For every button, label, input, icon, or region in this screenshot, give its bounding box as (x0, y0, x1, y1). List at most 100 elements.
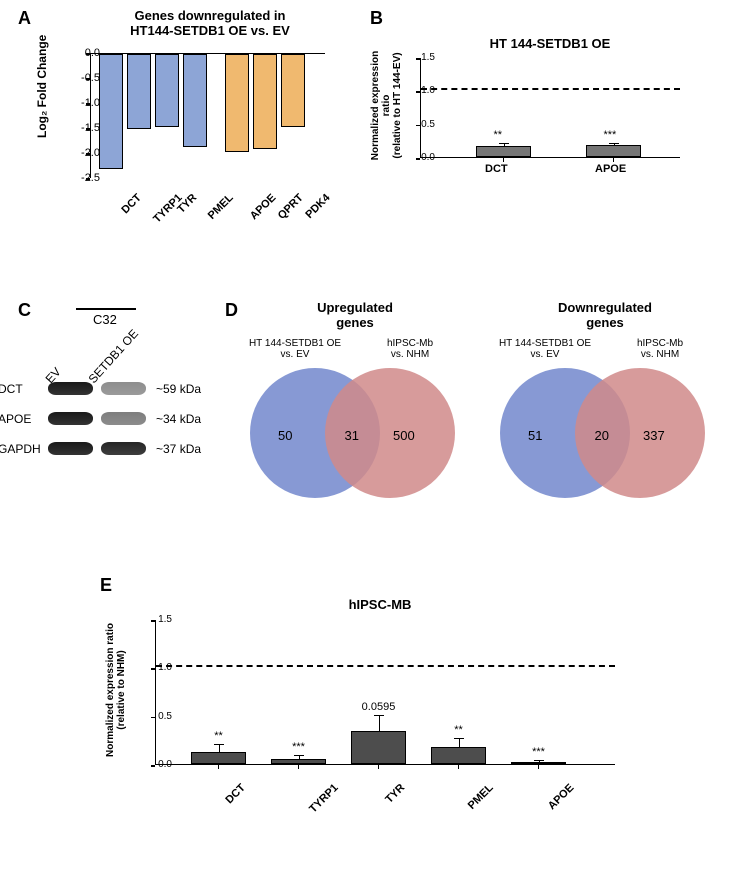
bar-e-apoe (511, 762, 566, 764)
venn-title-0: Upregulated genes (290, 300, 420, 330)
venn-left-label-1: HT 144-SETDB1 OE vs. EV (490, 338, 600, 360)
band-apoe-oe (101, 412, 146, 425)
ytickmark-a-5 (86, 178, 90, 180)
panel-e-title: hIPSC-MB (260, 597, 500, 612)
venn-right-label-0: hIPSC-Mb vs. NHM (360, 338, 460, 360)
c32-label: C32 (93, 312, 117, 327)
bar-dct (99, 54, 123, 169)
err-e-apoe (539, 761, 540, 762)
panel-b: HT 144-SETDB1 OE Normalized expression r… (370, 8, 700, 228)
ytick-a-2: -1.0 (65, 97, 100, 109)
xlabel-b-dct: DCT (485, 163, 508, 175)
xtick-e-3 (458, 765, 460, 769)
ytickmark-e-1 (151, 717, 155, 719)
ytick-e-2: 1.0 (142, 662, 172, 673)
ytick-a-3: -1.5 (65, 122, 100, 134)
sig-apoe: *** (604, 129, 617, 141)
errcap-e-pmel (454, 738, 464, 739)
xlabel-b-apoe: APOE (595, 163, 626, 175)
err-dct (504, 144, 505, 146)
panel-a-title: Genes downregulated in HT144-SETDB1 OE v… (85, 8, 335, 38)
sig-dct: ** (494, 129, 503, 141)
ytick-b-2: 1.0 (405, 85, 435, 96)
ytick-e-1: 0.5 (142, 711, 172, 722)
band-dct-oe (101, 382, 146, 395)
wb-label-gapdh: GAPDH (0, 442, 41, 456)
xtick-e-0 (218, 765, 220, 769)
bar-e-tyr (351, 731, 406, 764)
err-e-dct (219, 745, 220, 753)
ytick-e-3: 1.5 (142, 614, 172, 625)
ytick-a-4: -2.0 (65, 147, 100, 159)
bar-pmel (183, 54, 207, 147)
xlabel-apoe: APOE (248, 192, 279, 223)
venn-right-n-1: 337 (643, 428, 665, 443)
ytickmark-e-0 (151, 765, 155, 767)
xlabel-e-tyrp1: TYRP1 (307, 782, 341, 816)
panel-d: Upregulated genes HT 144-SETDB1 OE vs. EV… (225, 300, 725, 520)
panel-e-refline (156, 665, 615, 667)
bar-tyrp1 (127, 54, 151, 129)
xlabel-e-dct: DCT (223, 782, 247, 806)
bar-tyr (155, 54, 179, 127)
errcap-dct (499, 143, 509, 144)
bar-apoe (586, 145, 641, 157)
bar-dct (476, 146, 531, 157)
xlabel-pmel: PMEL (206, 192, 236, 222)
panel-e-ylabel: Normalized expression ratio (relative to… (105, 615, 127, 765)
figure: A Genes downregulated in HT144-SETDB1 OE… (0, 0, 739, 873)
panel-b-title: HT 144-SETDB1 OE (430, 36, 670, 51)
ytickmark-e-3 (151, 620, 155, 622)
xtick-b-1 (613, 158, 615, 162)
ytick-b-1: 0.5 (405, 119, 435, 130)
errcap-apoe (609, 143, 619, 144)
err-e-pmel (459, 739, 460, 747)
venn-overlap-n-0: 31 (345, 428, 359, 443)
xtick-e-1 (298, 765, 300, 769)
band-apoe-ev (48, 412, 93, 425)
ytickmark-e-2 (151, 668, 155, 670)
wb-kda-gapdh: ~37 kDa (156, 442, 201, 456)
panel-a: Genes downregulated in HT144-SETDB1 OE v… (30, 8, 340, 228)
c32-line (76, 308, 136, 310)
venn-left-n-1: 51 (528, 428, 542, 443)
xlabel-pdk4: PDK4 (303, 192, 332, 221)
ytick-e-0: 0.0 (142, 759, 172, 770)
venn-title-1: Downregulated genes (540, 300, 670, 330)
bar-e-tyrp1 (271, 759, 326, 764)
ytickmark-a-4 (86, 153, 90, 155)
ytick-a-5: -2.5 (65, 172, 100, 184)
ytickmark-b-0 (416, 158, 420, 160)
sig-e-apoe: *** (519, 746, 559, 758)
panel-c: C32 EV SETDB1 OE DCT~59 kDaAPOE~34 kDaGA… (18, 300, 218, 500)
sig-e-tyrp1: *** (279, 741, 319, 753)
xtick-b-0 (503, 158, 505, 162)
ytickmark-b-3 (416, 58, 420, 60)
xtick-e-2 (378, 765, 380, 769)
xlabel-e-tyr: TYR (383, 782, 407, 806)
wb-kda-dct: ~59 kDa (156, 382, 201, 396)
wb-label-apoe: APOE (0, 412, 31, 426)
errcap-e-tyr (374, 715, 384, 716)
sig-e-dct: ** (199, 730, 239, 742)
err-apoe (614, 144, 615, 145)
sig-e-tyr: 0.0595 (359, 701, 399, 713)
ytick-a-0: 0.0 (65, 47, 100, 59)
errcap-e-apoe (534, 760, 544, 761)
ytick-b-0: 0.0 (405, 152, 435, 163)
venn-left-n-0: 50 (278, 428, 292, 443)
panel-a-plot (90, 53, 325, 178)
band-dct-ev (48, 382, 93, 395)
bar-e-pmel (431, 747, 486, 764)
errcap-e-tyrp1 (294, 755, 304, 756)
bar-apoe (225, 54, 249, 152)
band-gapdh-ev (48, 442, 93, 455)
bar-e-dct (191, 752, 246, 764)
panel-a-ylabel: Log₂ Fold Change (35, 35, 49, 138)
ytickmark-a-3 (86, 128, 90, 130)
venn-right-label-1: hIPSC-Mb vs. NHM (610, 338, 710, 360)
xlabel-e-pmel: PMEL (465, 782, 495, 812)
ytickmark-a-1 (86, 78, 90, 80)
ytick-b-3: 1.5 (405, 52, 435, 63)
venn-right-n-0: 500 (393, 428, 415, 443)
